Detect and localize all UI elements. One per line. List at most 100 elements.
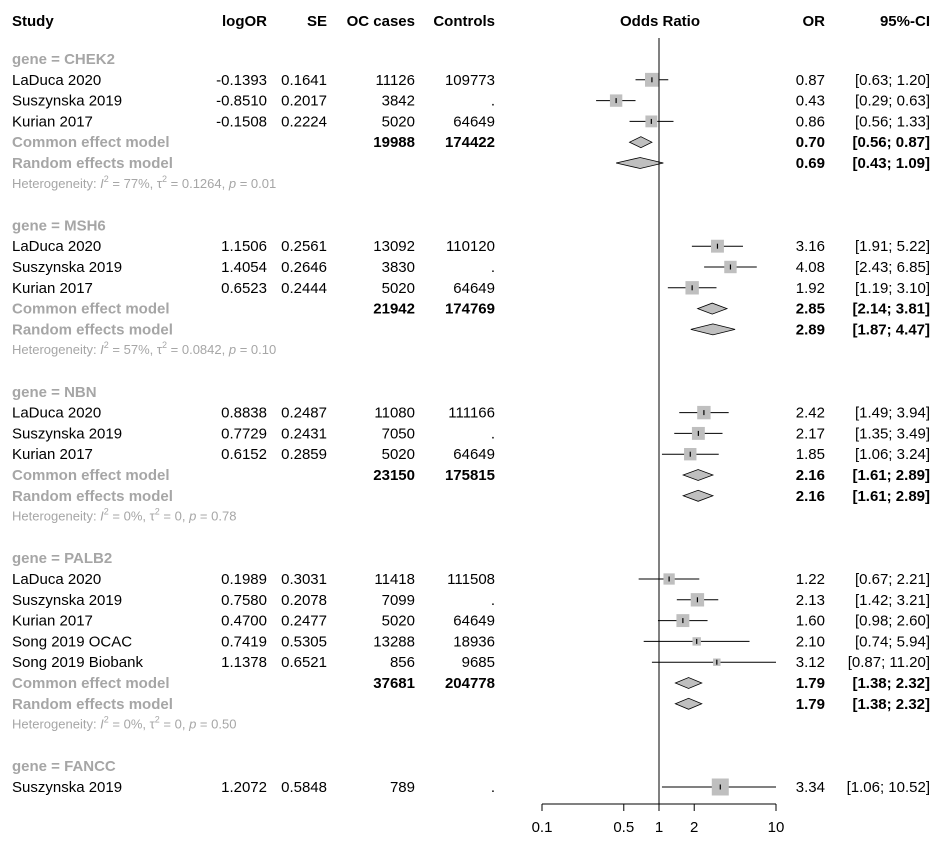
heterogeneity-text: Heterogeneity: I2 = 0%, τ2 = 0, p = 0.78 [12, 507, 236, 524]
se-value: 0.1641 [281, 72, 327, 89]
ci-value: [1.91; 5.22] [855, 238, 930, 255]
header-95-ci: 95%-CI [880, 13, 930, 30]
subgroup-label: gene = CHEK2 [12, 51, 115, 68]
heterogeneity-text: Heterogeneity: I2 = 77%, τ2 = 0.1264, p … [12, 174, 276, 191]
or-value: 1.92 [796, 280, 825, 297]
or-value: 1.22 [796, 571, 825, 588]
i2-superscript: 2 [104, 340, 109, 350]
tau-value: = 0.1264, [167, 176, 229, 191]
se-value: 0.3031 [281, 571, 327, 588]
se-value: 0.2224 [281, 113, 327, 130]
common-controls-total: 174769 [445, 301, 495, 318]
or-value: 1.85 [796, 446, 825, 463]
common-controls-total: 204778 [445, 675, 495, 692]
column-headers: Study logOR SE OC cases Controls Odds Ra… [12, 13, 930, 30]
study-name: Kurian 2017 [12, 613, 93, 630]
ci-value: [1.06; 10.52] [847, 779, 930, 796]
ci-value: [1.49; 3.94] [855, 405, 930, 422]
x-axis: 0.1 0.5 1 2 10 [532, 38, 784, 836]
oc-cases-value: 11126 [376, 72, 416, 89]
oc-cases-value: 3842 [382, 93, 415, 110]
logor-value: 1.1378 [221, 654, 267, 671]
common-cases-total: 21942 [373, 301, 415, 318]
se-value: 0.2859 [281, 446, 327, 463]
p-value: = 0.10 [236, 342, 276, 357]
common-effect-diamond [682, 469, 715, 481]
random-effects-label: Random effects model [12, 488, 173, 505]
heterogeneity-text: Heterogeneity: I2 = 0%, τ2 = 0, p = 0.50 [12, 715, 236, 732]
common-or-value: 2.16 [796, 467, 825, 484]
i2-value: = 57%, [109, 342, 157, 357]
tau-symbol: τ [157, 342, 163, 357]
header-study: Study [12, 13, 54, 30]
controls-value: 64649 [453, 280, 495, 297]
header-odds-ratio: Odds Ratio [620, 13, 700, 30]
controls-value: . [491, 779, 495, 796]
tau-symbol: τ [150, 717, 156, 732]
heterogeneity-prefix: Heterogeneity: [12, 717, 100, 732]
p-value: = 0.78 [196, 509, 236, 524]
logor-value: 0.4700 [221, 613, 267, 630]
i2-superscript: 2 [104, 174, 109, 184]
study-name: Suszynska 2019 [12, 425, 122, 442]
p-symbol: p [188, 717, 196, 732]
ci-value: [1.06; 3.24] [855, 446, 930, 463]
common-effect-label: Common effect model [12, 675, 170, 692]
tau-symbol: τ [157, 176, 163, 191]
common-or-value: 0.70 [796, 134, 825, 151]
axis-tick-label: 1 [655, 819, 663, 836]
ci-value: [0.63; 1.20] [855, 72, 930, 89]
oc-cases-value: 3830 [382, 259, 415, 276]
header-se: SE [307, 13, 327, 30]
random-ci-value: [1.87; 4.47] [852, 321, 930, 338]
tau-superscript: 2 [162, 340, 167, 350]
random-effects-diamond [674, 697, 703, 710]
subgroup-label: gene = NBN [12, 384, 97, 401]
logor-value: 0.6523 [221, 280, 267, 297]
study-name: LaDuca 2020 [12, 571, 101, 588]
oc-cases-value: 789 [390, 779, 415, 796]
logor-value: 0.1989 [221, 571, 267, 588]
se-value: 0.2561 [281, 238, 327, 255]
heterogeneity-text: Heterogeneity: I2 = 57%, τ2 = 0.0842, p … [12, 340, 276, 357]
study-name: Kurian 2017 [12, 446, 93, 463]
se-value: 0.2078 [281, 592, 327, 609]
i2-symbol: I [100, 717, 104, 732]
or-value: 2.42 [796, 405, 825, 422]
common-effect-label: Common effect model [12, 134, 170, 151]
common-or-value: 2.85 [796, 301, 825, 318]
logor-value: 0.7580 [221, 592, 267, 609]
common-effect-diamond [674, 677, 703, 689]
p-symbol: p [228, 342, 236, 357]
common-effect-label: Common effect model [12, 301, 170, 318]
common-cases-total: 19988 [373, 134, 415, 151]
oc-cases-value: 7099 [382, 592, 415, 609]
random-effects-diamond [690, 323, 736, 336]
controls-value: 18936 [453, 633, 495, 650]
tau-superscript: 2 [155, 507, 160, 517]
ci-value: [0.87; 11.20] [848, 654, 930, 671]
oc-cases-value: 11418 [374, 571, 415, 588]
random-ci-value: [0.43; 1.09] [852, 155, 930, 172]
ci-value: [1.35; 3.49] [855, 425, 930, 442]
ci-value: [1.19; 3.10] [855, 280, 930, 297]
i2-superscript: 2 [104, 507, 109, 517]
common-ci-value: [1.38; 2.32] [852, 675, 930, 692]
or-value: 2.13 [796, 592, 825, 609]
controls-value: . [491, 93, 495, 110]
controls-value: 111166 [448, 405, 495, 422]
ci-value: [0.56; 1.33] [855, 113, 930, 130]
common-controls-total: 174422 [445, 134, 495, 151]
random-ci-value: [1.38; 2.32] [852, 696, 930, 713]
random-effects-diamond [682, 489, 715, 502]
common-cases-total: 37681 [373, 675, 415, 692]
or-value: 2.10 [796, 633, 825, 650]
or-value: 0.43 [796, 93, 825, 110]
se-value: 0.2444 [281, 280, 327, 297]
study-name: LaDuca 2020 [12, 405, 101, 422]
common-effect-label: Common effect model [12, 467, 170, 484]
i2-value: = 0%, [109, 509, 150, 524]
study-name: Suszynska 2019 [12, 779, 122, 796]
se-value: 0.5305 [281, 633, 327, 650]
se-value: 0.2431 [281, 425, 327, 442]
